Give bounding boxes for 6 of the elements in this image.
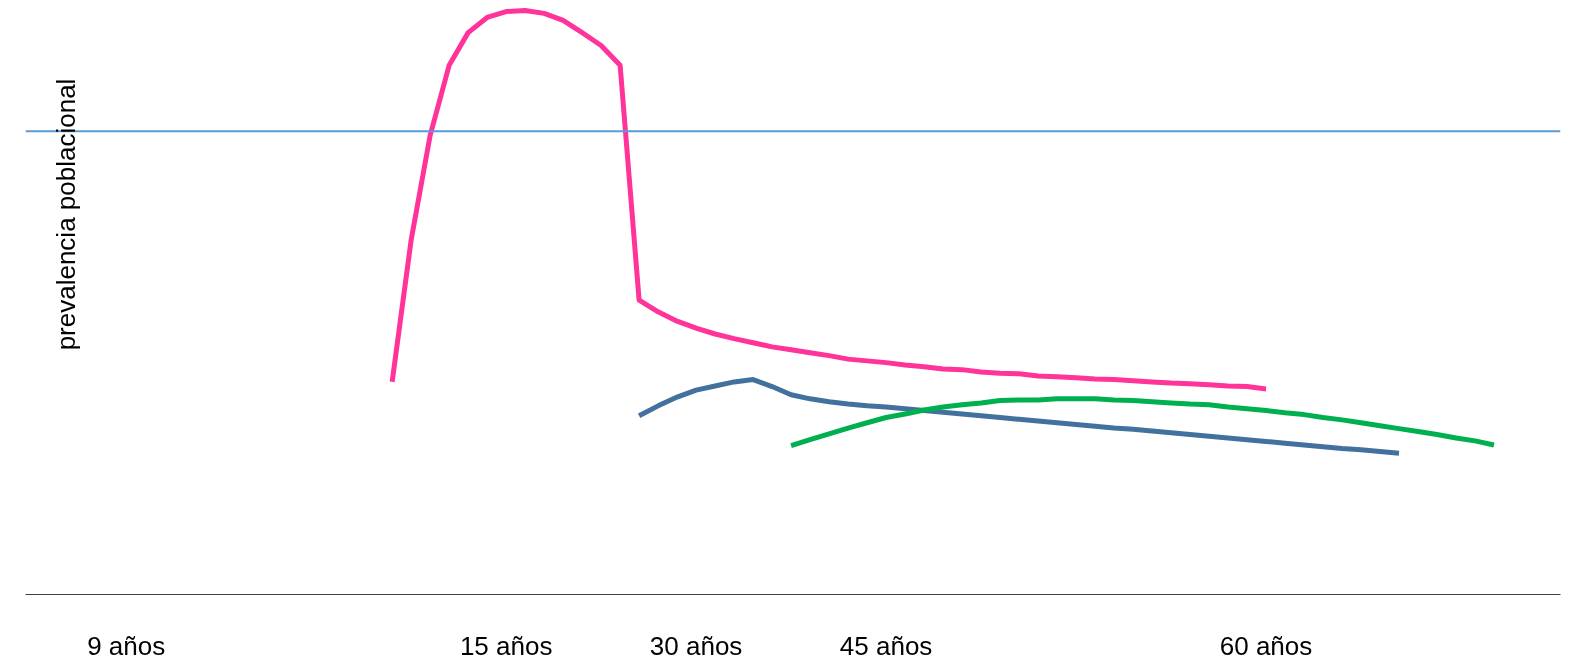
x-tick-label: 45 años (839, 630, 933, 661)
x-tick-label: 15 años (459, 630, 553, 661)
y-axis-title: prevalencia poblacional (50, 78, 81, 351)
x-tick-label: 60 años (1219, 630, 1313, 661)
x-tick-label: 9 años (87, 630, 166, 661)
x-tick-label: 30 años (649, 630, 743, 661)
